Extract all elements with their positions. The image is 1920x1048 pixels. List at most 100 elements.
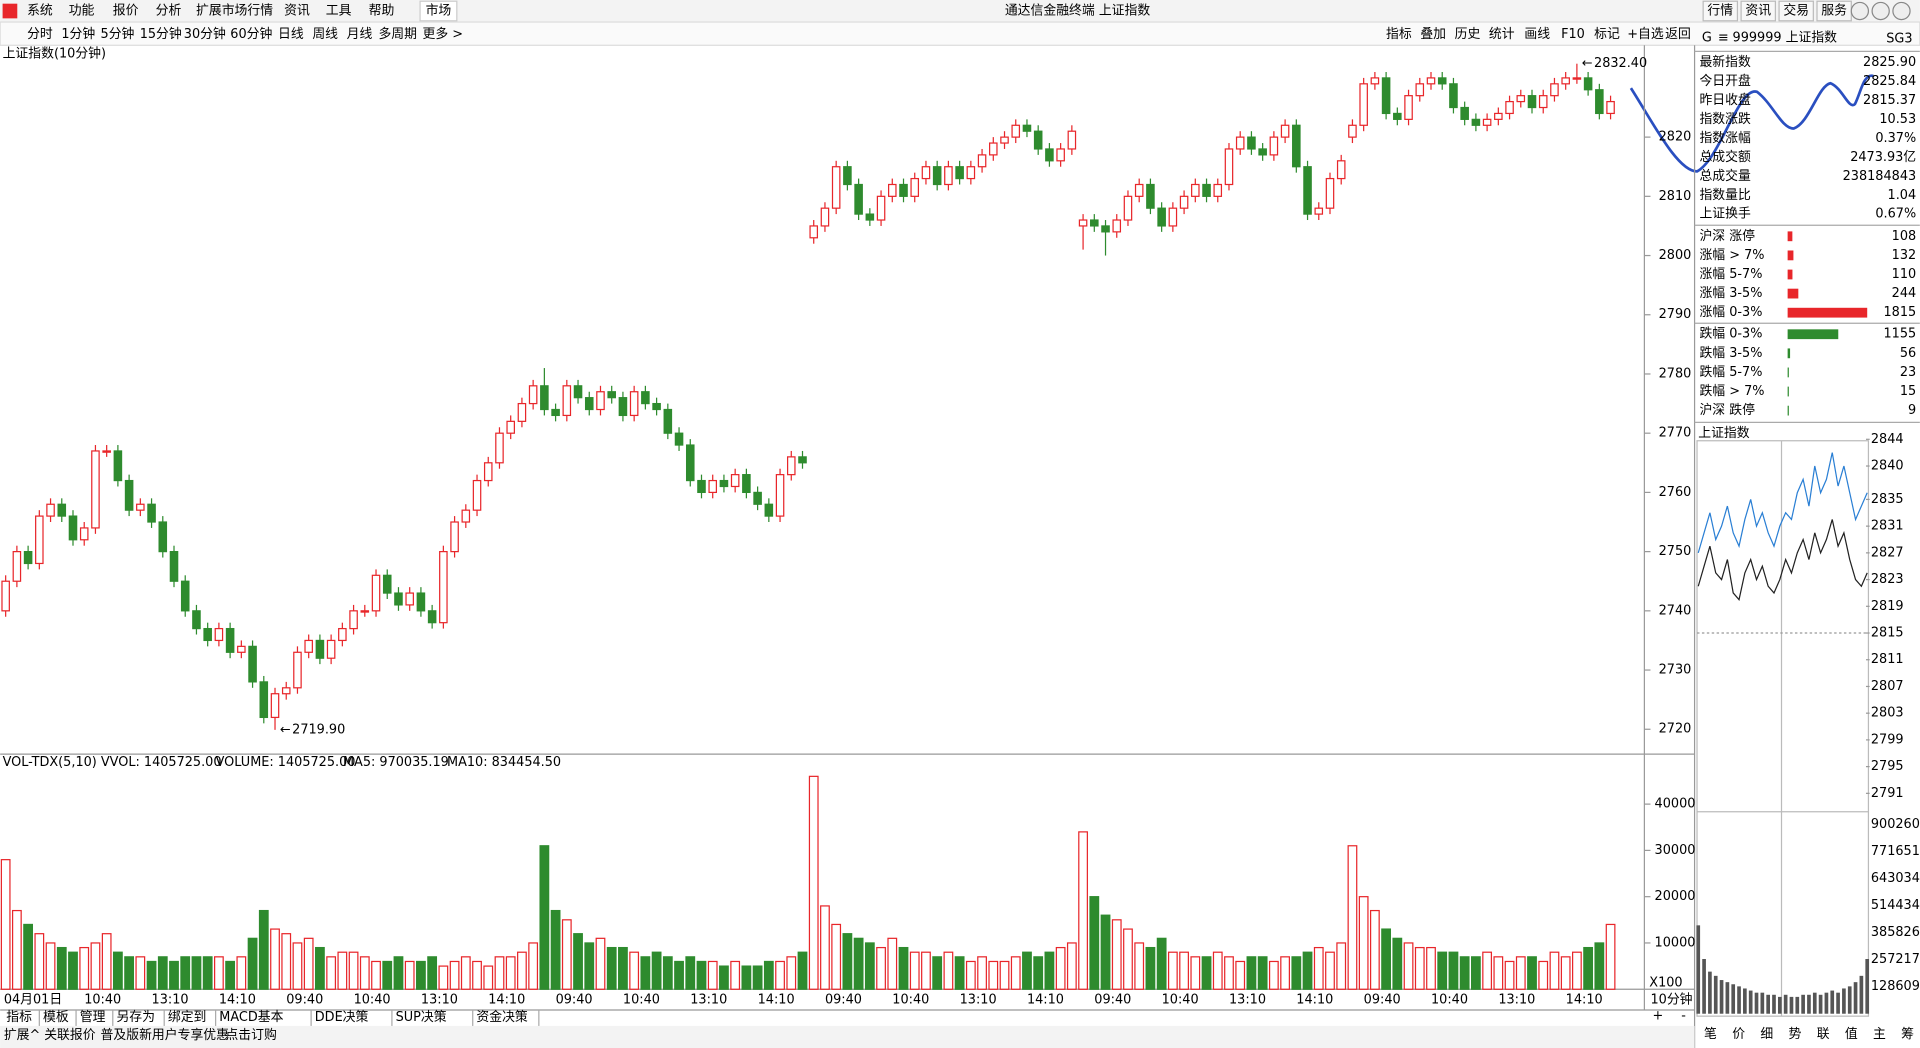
menu-item[interactable]: 工具 bbox=[326, 4, 352, 19]
menu-item[interactable]: 报价 bbox=[113, 4, 139, 19]
tool-button[interactable]: 画线 bbox=[1524, 27, 1550, 42]
right-tab[interactable]: 价 bbox=[1732, 1027, 1745, 1042]
right-tab[interactable]: 势 bbox=[1789, 1026, 1802, 1042]
volume-bar bbox=[1560, 956, 1571, 990]
status-bar bbox=[0, 1025, 1695, 1048]
bottom-tab[interactable]: 管理 bbox=[80, 1010, 106, 1025]
top-button[interactable]: 交易 bbox=[1783, 3, 1809, 19]
bottom-tab[interactable]: 资金决策 bbox=[476, 1009, 528, 1025]
tool-button[interactable]: F10 bbox=[1561, 27, 1585, 42]
candle-body bbox=[495, 432, 504, 464]
volume-bar bbox=[584, 942, 595, 990]
tool-button[interactable]: 指标 bbox=[1386, 27, 1412, 42]
right-tab[interactable]: 筹 bbox=[1901, 1026, 1914, 1042]
bottom-tab[interactable]: 模板 bbox=[43, 1010, 69, 1025]
volume-bar bbox=[517, 951, 527, 990]
candle-body bbox=[1179, 195, 1189, 209]
nav[interactable]: - bbox=[1681, 1009, 1686, 1024]
right-tab[interactable]: 联 bbox=[1817, 1027, 1830, 1042]
candle-body bbox=[1595, 89, 1604, 115]
tool-button[interactable]: 叠加 bbox=[1420, 27, 1446, 42]
bottom-tab[interactable]: 另存为 bbox=[116, 1010, 155, 1025]
menu-item-active[interactable]: 市场 bbox=[426, 3, 452, 19]
candle-body bbox=[1134, 183, 1144, 197]
period-button[interactable]: 15分钟 bbox=[140, 26, 182, 42]
candle-body bbox=[225, 627, 235, 653]
menu-item[interactable]: 功能 bbox=[69, 4, 95, 19]
volume-bar bbox=[236, 956, 247, 990]
volume-bar bbox=[1268, 960, 1279, 990]
status-item[interactable]: 扩展^ bbox=[4, 1028, 40, 1043]
candle-body bbox=[203, 627, 212, 642]
tool-button[interactable]: 返回 bbox=[1665, 27, 1691, 42]
volume-bar bbox=[214, 956, 224, 990]
volume-bar bbox=[359, 956, 370, 990]
volume-bar bbox=[371, 960, 381, 990]
candle-body bbox=[1606, 100, 1615, 115]
mini-volume-bar bbox=[1731, 984, 1736, 1014]
volume-bar bbox=[1605, 923, 1616, 990]
bottom-tab[interactable]: DDE决策 bbox=[315, 1009, 369, 1025]
status-item[interactable]: 普及版新用户专享优惠 bbox=[101, 1027, 230, 1043]
candle-body bbox=[136, 503, 145, 511]
candle-body bbox=[865, 213, 875, 221]
breadth-label: 涨幅 0-3% bbox=[1699, 305, 1762, 320]
top-button[interactable]: 行情 bbox=[1707, 4, 1733, 19]
bottom-tab[interactable]: SUP决策 bbox=[396, 1009, 447, 1025]
volume-bar bbox=[225, 960, 236, 990]
quote-value: 10.53 bbox=[1879, 112, 1916, 127]
menu-item[interactable]: 系统 bbox=[27, 4, 53, 19]
volume-bar bbox=[1123, 928, 1133, 990]
mini-tick-label: 2811 bbox=[1871, 652, 1904, 667]
volume-bar bbox=[864, 942, 875, 990]
window-control[interactable] bbox=[1892, 1, 1911, 21]
menu-item[interactable]: 分析 bbox=[156, 4, 182, 19]
right-tab[interactable]: 主 bbox=[1873, 1027, 1886, 1042]
menu-item[interactable]: 扩展市场行情 bbox=[196, 3, 273, 19]
period-button[interactable]: 1分钟 bbox=[61, 26, 95, 42]
volume-bar bbox=[606, 946, 617, 990]
volume-bar bbox=[1583, 946, 1594, 990]
candle-body bbox=[1, 580, 10, 612]
candle-body bbox=[1482, 118, 1492, 126]
bottom-tab[interactable]: 绑定到 bbox=[168, 1010, 207, 1025]
tool-button[interactable]: +自选 bbox=[1627, 27, 1664, 42]
volume-bar bbox=[404, 960, 415, 990]
menu-item[interactable]: 资讯 bbox=[284, 4, 310, 19]
tool-button[interactable]: 标记 bbox=[1594, 27, 1620, 42]
candle-body bbox=[1011, 124, 1021, 138]
candle-body bbox=[697, 479, 706, 494]
top-button[interactable]: 资讯 bbox=[1745, 4, 1771, 19]
nav[interactable]: + bbox=[1652, 1009, 1663, 1024]
breadth-label: 沪深 涨停 bbox=[1699, 228, 1755, 244]
period-button[interactable]: 60分钟 bbox=[230, 26, 272, 42]
bottom-tab[interactable]: 指标 bbox=[6, 1010, 32, 1025]
period-button[interactable]: 30分钟 bbox=[184, 26, 226, 42]
tool-button[interactable]: 统计 bbox=[1489, 27, 1515, 42]
bottom-tab[interactable]: MACD基本 bbox=[219, 1010, 283, 1025]
volume-bar bbox=[1078, 831, 1088, 990]
candle-body bbox=[1381, 77, 1391, 115]
period-button[interactable]: 分时 bbox=[27, 27, 53, 42]
period-button[interactable]: 月线 bbox=[347, 27, 373, 42]
more-button[interactable]: 更多 > bbox=[423, 27, 464, 42]
window-control[interactable] bbox=[1850, 1, 1870, 21]
mini-volume-bar bbox=[1847, 986, 1852, 1014]
menu-item[interactable]: 帮助 bbox=[369, 4, 395, 19]
candle-body bbox=[921, 166, 931, 180]
top-button[interactable]: 服务 bbox=[1821, 3, 1847, 19]
right-tab[interactable]: 笔 bbox=[1704, 1026, 1717, 1042]
right-tab[interactable]: 值 bbox=[1845, 1026, 1858, 1042]
tool-button[interactable]: 历史 bbox=[1455, 27, 1481, 42]
period-button[interactable]: 周线 bbox=[312, 27, 338, 42]
window-control[interactable] bbox=[1871, 1, 1890, 21]
period-button[interactable]: 日线 bbox=[278, 27, 304, 42]
status-item[interactable]: 关联报价 bbox=[44, 1028, 96, 1043]
period-button[interactable]: 5分钟 bbox=[101, 26, 135, 42]
right-tab[interactable]: 细 bbox=[1760, 1027, 1773, 1042]
candle-body bbox=[1078, 219, 1088, 227]
status-item[interactable]: 点击订购 bbox=[225, 1027, 276, 1043]
candle-body bbox=[1314, 207, 1324, 215]
period-button[interactable]: 多周期 bbox=[378, 27, 417, 42]
candle-body bbox=[1213, 183, 1223, 197]
